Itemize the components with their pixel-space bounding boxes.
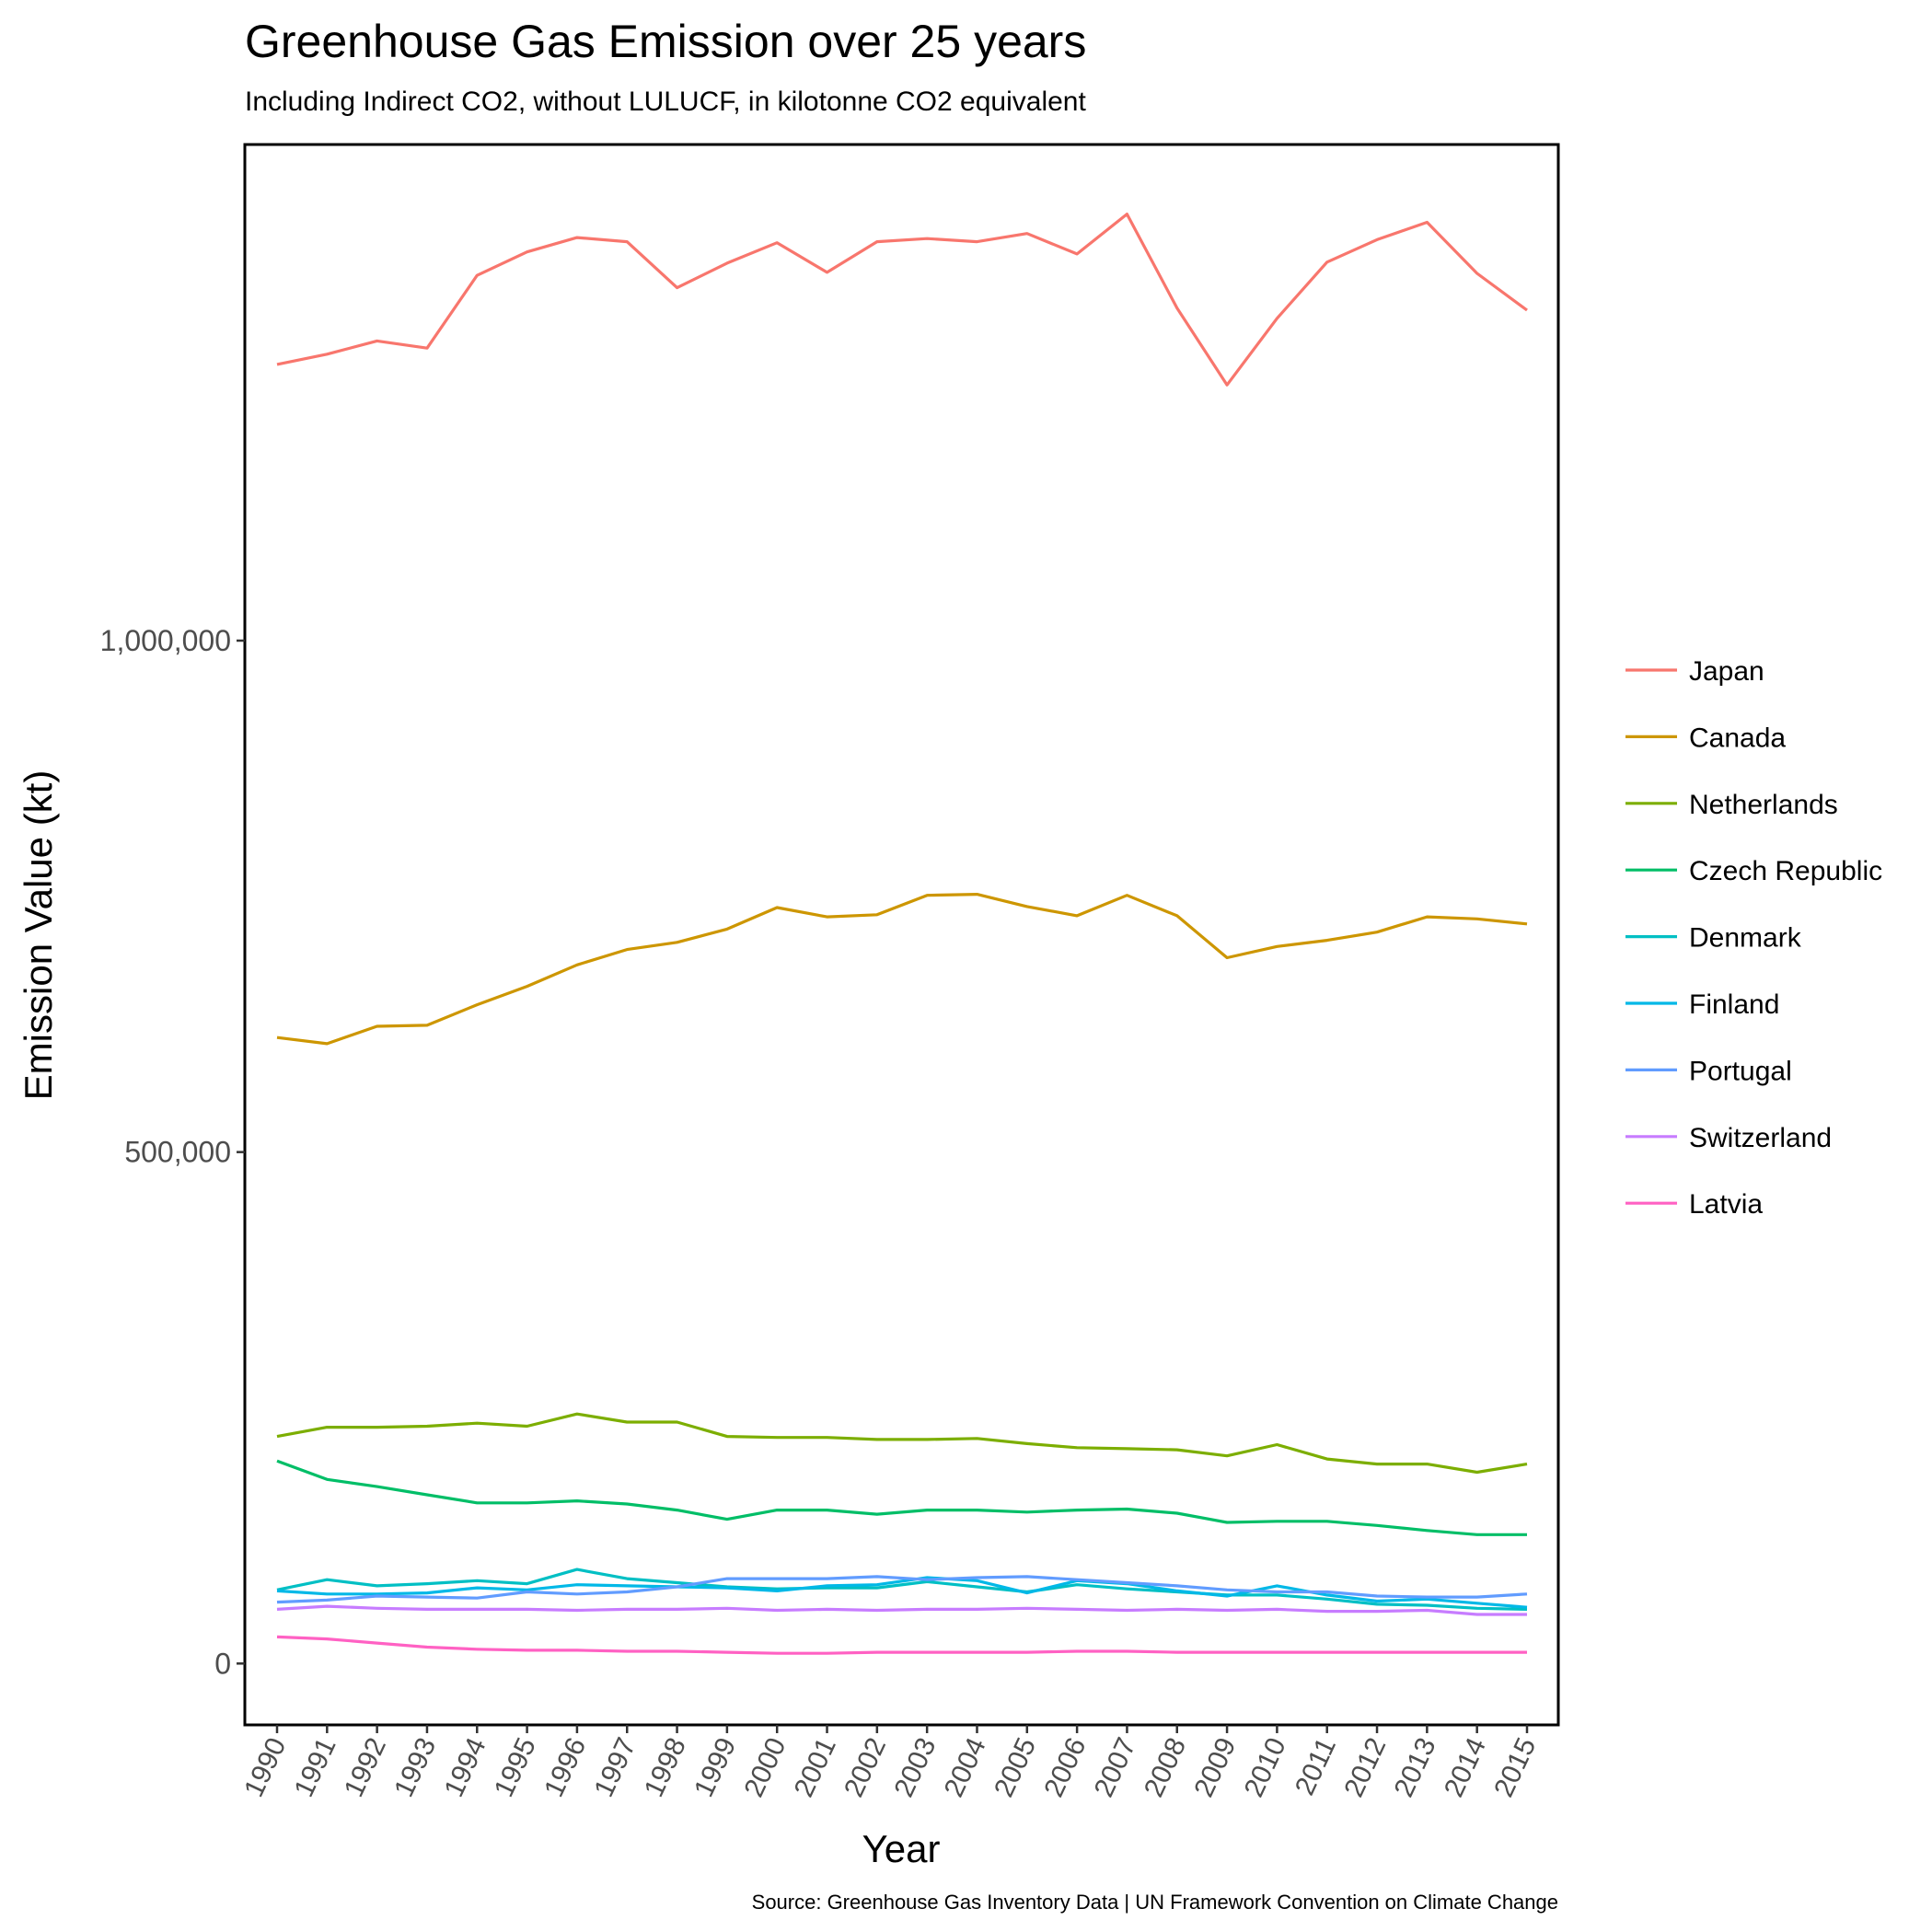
series-line-portugal xyxy=(276,1575,1528,1604)
x-tick-label: 1993 xyxy=(388,1733,442,1801)
x-tick-label: 2012 xyxy=(1338,1733,1392,1801)
legend-label: Finland xyxy=(1689,989,1779,1020)
legend-label: Japan xyxy=(1689,656,1764,687)
x-tick-label: 2001 xyxy=(789,1733,842,1801)
x-axis: 1990199119921993199419951996199719981999… xyxy=(238,1725,1542,1801)
legend-label: Switzerland xyxy=(1689,1123,1832,1153)
x-tick-label: 2005 xyxy=(989,1733,1042,1801)
x-tick-label: 2000 xyxy=(738,1733,792,1801)
series-line-denmark xyxy=(276,1568,1528,1611)
x-tick-label: 2011 xyxy=(1290,1733,1342,1799)
chart-title: Greenhouse Gas Emission over 25 years xyxy=(245,16,1086,67)
y-tick-label: 1,000,000 xyxy=(100,624,231,657)
y-axis: 0 500,000 1,000,000 xyxy=(100,624,245,1680)
series-line-switzerland xyxy=(276,1604,1527,1616)
y-tick-label: 0 xyxy=(214,1647,231,1680)
legend-label: Netherlands xyxy=(1689,790,1838,820)
series-line-czech-republic xyxy=(276,1459,1527,1536)
x-tick-label: 2007 xyxy=(1089,1733,1142,1801)
x-tick-label: 2015 xyxy=(1488,1733,1542,1801)
legend-label: Portugal xyxy=(1689,1056,1792,1086)
x-tick-label: 2009 xyxy=(1188,1733,1242,1801)
x-tick-label: 1999 xyxy=(688,1733,742,1801)
chart-caption: Source: Greenhouse Gas Inventory Data | … xyxy=(752,1891,1558,1914)
chart-subtitle: Including Indirect CO2, without LULUCF, … xyxy=(245,87,1086,117)
x-tick-label: 1990 xyxy=(238,1733,292,1801)
x-tick-label: 2006 xyxy=(1038,1733,1092,1801)
x-tick-label: 1995 xyxy=(489,1733,542,1801)
x-tick-label: 1998 xyxy=(639,1733,692,1801)
legend-label: Canada xyxy=(1689,723,1786,753)
x-tick-label: 2010 xyxy=(1239,1733,1292,1801)
x-tick-label: 2003 xyxy=(888,1733,942,1801)
x-tick-label: 2014 xyxy=(1439,1733,1492,1801)
y-axis-title: Emission Value (kt) xyxy=(17,770,60,1101)
series-line-canada xyxy=(276,892,1528,1046)
legend-label: Latvia xyxy=(1689,1189,1763,1220)
plot-panel-border xyxy=(243,143,1560,1727)
y-tick-label: 500,000 xyxy=(124,1136,231,1169)
series-line-japan xyxy=(276,213,1528,387)
x-axis-title: Year xyxy=(862,1827,941,1870)
legend-label: Denmark xyxy=(1689,923,1802,954)
series-line-latvia xyxy=(276,1635,1527,1655)
series-line-netherlands xyxy=(276,1412,1528,1475)
x-tick-label: 1992 xyxy=(339,1733,392,1801)
legend: Japan Canada Netherlands Czech Republic Denm… xyxy=(1625,656,1882,1220)
x-tick-label: 2004 xyxy=(939,1733,992,1801)
x-tick-label: 1991 xyxy=(289,1733,342,1801)
x-tick-label: 1997 xyxy=(588,1733,642,1801)
x-tick-label: 2002 xyxy=(839,1733,892,1801)
x-tick-label: 1994 xyxy=(439,1733,492,1801)
x-tick-label: 2013 xyxy=(1389,1733,1442,1801)
x-tick-label: 2008 xyxy=(1139,1733,1192,1801)
series-lines xyxy=(276,213,1528,1655)
legend-label: Czech Republic xyxy=(1689,856,1882,886)
x-tick-label: 1996 xyxy=(538,1733,592,1801)
series-line-finland xyxy=(276,1576,1528,1609)
